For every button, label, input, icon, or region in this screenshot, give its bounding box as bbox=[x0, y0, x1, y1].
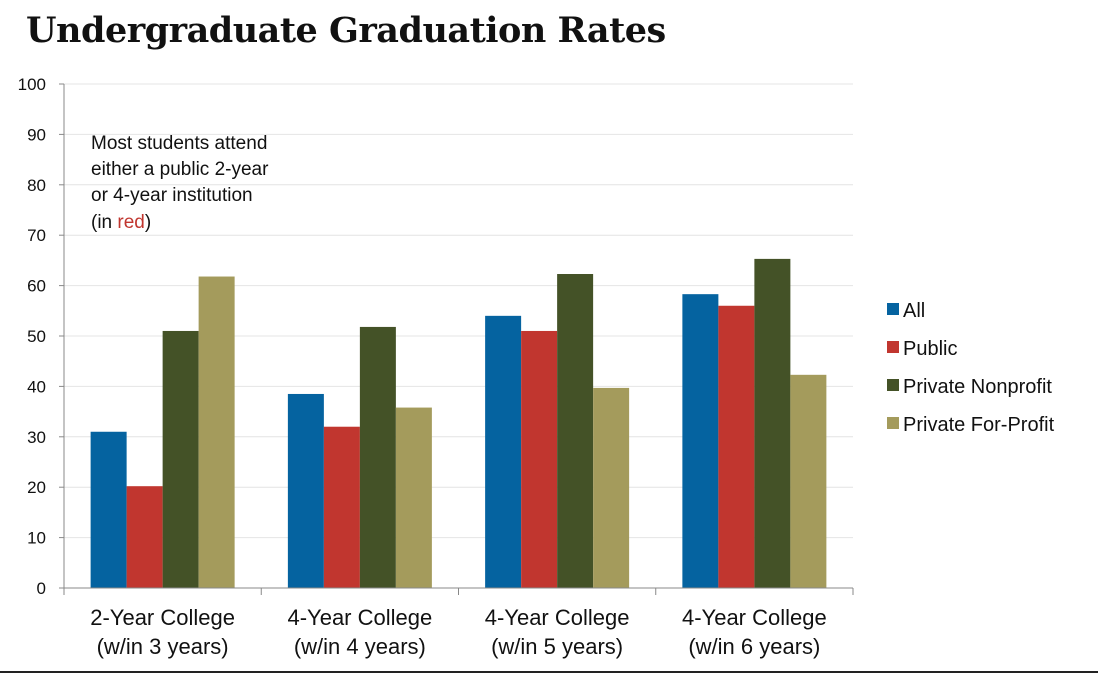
legend-label: Public bbox=[903, 338, 957, 360]
bar-private-for-profit bbox=[593, 387, 630, 588]
y-tick-label: 20 bbox=[27, 478, 46, 497]
bar-public bbox=[323, 426, 360, 588]
y-tick-label: 60 bbox=[27, 277, 46, 296]
y-tick-label: 50 bbox=[27, 327, 46, 346]
bar-public bbox=[521, 330, 558, 588]
legend-swatch bbox=[887, 379, 899, 391]
y-tick-label: 80 bbox=[27, 176, 46, 195]
legend-label: Private Nonprofit bbox=[903, 376, 1052, 398]
bar-private-nonprofit bbox=[754, 258, 791, 588]
legend-label: Private For-Profit bbox=[903, 414, 1055, 436]
x-category-label: (w/in 6 years) bbox=[688, 634, 820, 659]
bottom-rule bbox=[0, 671, 1098, 673]
x-category-label: (w/in 3 years) bbox=[97, 634, 229, 659]
bar-private-for-profit bbox=[198, 276, 235, 588]
annotation-line-3: or 4-year institution bbox=[91, 185, 253, 206]
x-category-label: 4-Year College bbox=[485, 605, 630, 630]
y-tick-label: 100 bbox=[18, 75, 46, 94]
bar-private-for-profit bbox=[395, 407, 432, 588]
bar-public bbox=[718, 305, 755, 588]
annotation-line-1: Most students attend bbox=[91, 133, 267, 154]
bar-private-nonprofit bbox=[359, 326, 396, 588]
x-category-label: (w/in 5 years) bbox=[491, 634, 623, 659]
bar-private-nonprofit bbox=[162, 330, 199, 588]
y-tick-label: 0 bbox=[37, 579, 46, 598]
y-tick-label: 40 bbox=[27, 377, 46, 396]
bar-all bbox=[287, 393, 324, 588]
bar-all bbox=[485, 315, 522, 588]
x-category-label: 2-Year College bbox=[90, 605, 235, 630]
legend: All Public Private Nonprofit Private For-Pr… bbox=[887, 300, 1055, 436]
bar-all bbox=[90, 431, 127, 588]
annotation-suffix: ) bbox=[145, 212, 151, 233]
y-axis-ticks: 0 10 20 30 40 50 60 70 80 90 100 bbox=[18, 75, 64, 598]
x-category-label: 4-Year College bbox=[288, 605, 433, 630]
bar-all bbox=[682, 294, 719, 588]
y-tick-label: 90 bbox=[27, 125, 46, 144]
chart-title: Undergraduate Graduation Rates bbox=[26, 10, 666, 51]
annotation-line-2: either a public 2-year bbox=[91, 159, 269, 180]
bar-public bbox=[126, 486, 163, 588]
x-category-label: (w/in 4 years) bbox=[294, 634, 426, 659]
legend-swatch bbox=[887, 417, 899, 429]
legend-label: All bbox=[903, 300, 925, 322]
y-tick-label: 70 bbox=[27, 226, 46, 245]
annotation-line-4: (in red) bbox=[91, 212, 151, 233]
annotation-highlight: red bbox=[117, 212, 144, 233]
x-axis-categories: 2-Year College (w/in 3 years) 4-Year Colle… bbox=[90, 605, 826, 659]
chart-annotation: Most students attend either a public 2-y… bbox=[91, 133, 269, 233]
legend-swatch bbox=[887, 341, 899, 353]
bar-private-nonprofit bbox=[557, 274, 594, 588]
annotation-prefix: (in bbox=[91, 212, 117, 233]
bars bbox=[90, 258, 827, 588]
legend-swatch bbox=[887, 303, 899, 315]
x-category-label: 4-Year College bbox=[682, 605, 827, 630]
bar-private-for-profit bbox=[790, 374, 827, 588]
y-tick-label: 10 bbox=[27, 529, 46, 548]
y-tick-label: 30 bbox=[27, 428, 46, 447]
